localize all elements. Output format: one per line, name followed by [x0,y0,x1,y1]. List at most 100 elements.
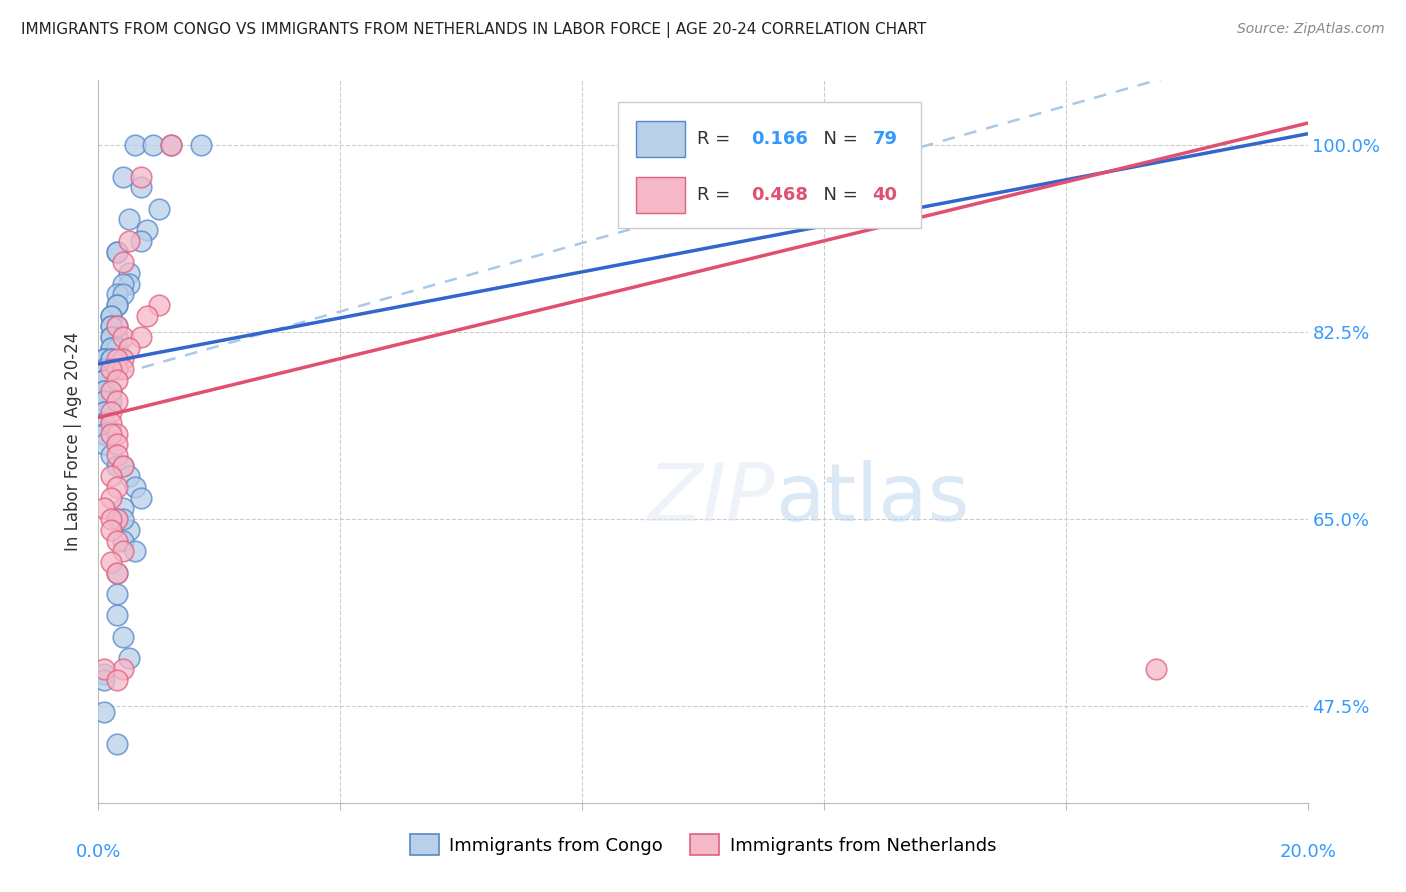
Point [100,362,122,376]
Point [129,169,152,184]
Point [93,384,115,398]
Point [93,373,115,387]
Point [105,298,128,312]
Point [93,416,115,430]
Point [105,673,128,687]
Point [93,394,115,409]
Point [105,533,128,548]
Point [118,212,141,227]
Point [100,491,122,505]
Point [100,362,122,376]
Point [105,448,128,462]
Point [100,351,122,366]
Point [93,373,115,387]
Point [129,491,152,505]
Point [111,330,134,344]
Point [100,426,122,441]
Point [93,351,115,366]
Point [93,362,115,376]
Point [129,180,152,194]
Point [105,426,128,441]
Point [118,266,141,280]
Point [93,351,115,366]
Point [100,394,122,409]
Point [111,630,134,644]
Point [105,244,128,259]
Point [111,544,134,558]
Point [100,469,122,483]
Point [160,137,183,152]
Point [100,341,122,355]
Point [190,137,212,152]
Text: ZIP: ZIP [648,460,776,539]
Point [100,416,122,430]
Point [93,673,115,687]
Text: 0.468: 0.468 [751,186,808,204]
Text: 40: 40 [872,186,897,204]
Point [105,566,128,580]
Point [124,544,146,558]
Point [93,394,115,409]
Point [100,341,122,355]
Point [100,555,122,569]
Text: 0.0%: 0.0% [76,844,121,862]
Point [105,319,128,334]
Point [148,298,170,312]
FancyBboxPatch shape [619,102,921,228]
Point [111,501,134,516]
Point [93,501,115,516]
Point [111,169,134,184]
Legend: Immigrants from Congo, Immigrants from Netherlands: Immigrants from Congo, Immigrants from N… [402,827,1004,863]
Point [105,458,128,473]
Point [100,330,122,344]
Point [100,384,122,398]
Point [111,533,134,548]
Point [93,384,115,398]
Point [93,437,115,451]
Point [148,202,170,216]
Point [111,287,134,301]
Point [100,405,122,419]
Text: IMMIGRANTS FROM CONGO VS IMMIGRANTS FROM NETHERLANDS IN LABOR FORCE | AGE 20-24 : IMMIGRANTS FROM CONGO VS IMMIGRANTS FROM… [21,22,927,38]
Point [111,458,134,473]
Point [105,480,128,494]
Point [93,362,115,376]
Point [105,394,128,409]
Point [105,566,128,580]
Point [105,737,128,751]
Point [93,373,115,387]
Text: 20.0%: 20.0% [1279,844,1336,862]
Point [100,351,122,366]
Point [105,608,128,623]
Point [129,234,152,248]
Point [100,384,122,398]
Y-axis label: In Labor Force | Age 20-24: In Labor Force | Age 20-24 [65,332,83,551]
Point [93,662,115,676]
Point [93,362,115,376]
Point [111,351,134,366]
Point [111,277,134,291]
Point [135,223,157,237]
Point [105,319,128,334]
Point [100,523,122,537]
Point [118,469,141,483]
Point [93,426,115,441]
Text: N =: N = [811,130,863,148]
Point [93,426,115,441]
Point [93,426,115,441]
Point [93,373,115,387]
Point [111,362,134,376]
Point [111,458,134,473]
Point [105,587,128,601]
Point [100,330,122,344]
Point [118,341,141,355]
Point [111,255,134,269]
Point [100,351,122,366]
Text: atlas: atlas [776,460,970,539]
Point [105,341,128,355]
Point [100,319,122,334]
Point [105,373,128,387]
Point [105,298,128,312]
Point [111,662,134,676]
Point [105,362,128,376]
